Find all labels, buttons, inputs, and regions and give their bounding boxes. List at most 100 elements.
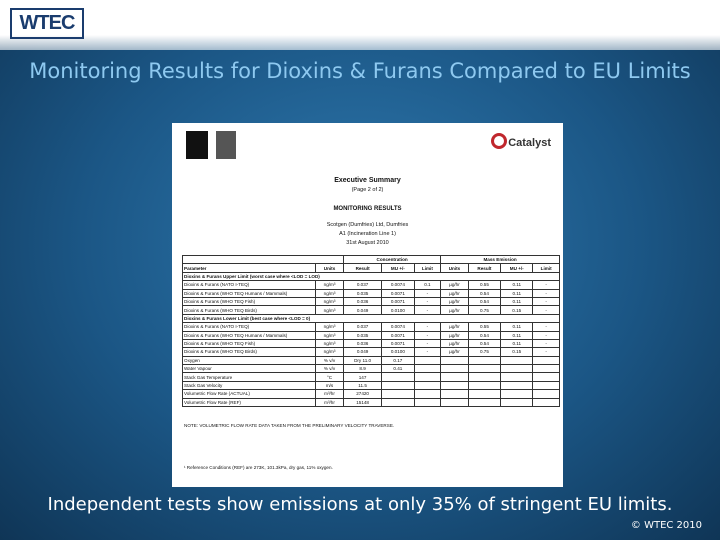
- cell: µg/hr: [440, 330, 469, 340]
- cell: 0.11: [500, 338, 534, 349]
- cell: ng/m³: [314, 296, 345, 307]
- cell: 0.11: [500, 296, 534, 307]
- page-number: (Page 2 of 2): [351, 187, 384, 193]
- empty-cell: [532, 389, 560, 399]
- cell: Dioxins & Furans (WHO TEQ Birds): [182, 347, 316, 357]
- table-row: Dioxins & Furans (WHO TEQ Birds) ng/m³ 0.0…: [182, 305, 560, 315]
- column-header: MU +/-: [381, 263, 415, 273]
- cell: -: [413, 330, 442, 340]
- caption: Independent tests show emissions at only…: [47, 494, 673, 515]
- cell: 0.75: [467, 347, 502, 357]
- cell: ng/m³: [314, 347, 345, 357]
- top-band: [0, 0, 720, 50]
- header-row: Parameter Units Result MU +/- Limit Units Resu…: [182, 263, 560, 273]
- empty-cell: [532, 355, 560, 366]
- cell: % v/v: [314, 364, 345, 374]
- note: ¹ Reference Conditions (REF) are 273K, 1…: [184, 465, 333, 470]
- column-header: Units: [440, 263, 469, 273]
- empty-cell: [467, 372, 502, 382]
- table-row: Dioxins & Furans (WHO TEQ Humans / Mamma…: [182, 330, 560, 340]
- cell: 0.0071: [381, 330, 415, 340]
- cell: 0.0074: [381, 280, 415, 290]
- site: Scotgen (Dumfries) Ltd, Dumfries: [326, 222, 409, 228]
- cell: Dioxins & Furans (NATO I-TEQ): [182, 322, 316, 332]
- cell: ng/m³: [314, 280, 345, 290]
- cell: µg/hr: [440, 288, 469, 298]
- empty-cell: [532, 364, 560, 374]
- cell: 0.035: [343, 330, 383, 340]
- column-header: Limit: [413, 263, 442, 273]
- cell: 0.54: [467, 330, 502, 340]
- cell: µg/hr: [440, 296, 469, 307]
- table-row: Volumetric Flow Rate (ACTUAL) m³/hr 27420: [182, 389, 560, 399]
- cell: -: [532, 296, 560, 307]
- cell: 0.0071: [381, 338, 415, 349]
- column-header: MU +/-: [500, 263, 534, 273]
- results-table: Concentration Mass Emission Parameter Units…: [181, 254, 560, 408]
- logo: WTEC: [10, 8, 84, 39]
- group-header: Concentration: [343, 254, 442, 265]
- cell: m/s: [314, 380, 345, 391]
- cell: 11.5: [343, 380, 383, 391]
- empty-cell: [467, 389, 502, 399]
- cell: 0.0071: [381, 288, 415, 298]
- cell: 0.54: [467, 338, 502, 349]
- cell: 0.54: [467, 288, 502, 298]
- column-header: Limit: [532, 263, 560, 273]
- table-row: Dioxins & Furans (NATO I-TEQ) ng/m³ 0.037 0…: [182, 322, 560, 332]
- empty-cell: [381, 389, 415, 399]
- table-row: Dioxins & Furans (WHO TEQ Fish) ng/m³ 0.03…: [182, 296, 560, 307]
- document-image: Catalyst Executive Summary (Page 2 of 2)…: [172, 123, 563, 487]
- empty-cell: [413, 355, 442, 366]
- empty-cell: [532, 380, 560, 391]
- blank: [181, 254, 345, 265]
- header-row: Concentration Mass Emission: [181, 254, 560, 265]
- empty-cell: [467, 364, 502, 374]
- table-row: Dioxins & Furans Lower Limit (best case …: [182, 313, 560, 324]
- cell: Water Vapour: [182, 364, 316, 374]
- cell: -: [413, 338, 442, 349]
- table-row: Dioxins & Furans (WHO TEQ Birds) ng/m³ 0.0…: [182, 347, 560, 357]
- empty-cell: [440, 397, 469, 408]
- cell: -: [413, 322, 442, 332]
- cell: 15148: [343, 397, 383, 408]
- cell: 0.55: [467, 322, 502, 332]
- cell: ng/m³: [314, 322, 345, 332]
- cell: -: [532, 322, 560, 332]
- cell: Dioxins & Furans (WHO TEQ Birds): [182, 305, 316, 315]
- column-header: Result: [343, 263, 383, 273]
- cell: 0.037: [343, 280, 383, 290]
- cell: ng/m³: [314, 330, 345, 340]
- slide-title: Monitoring Results for Dioxins & Furans …: [29, 59, 691, 83]
- cell: 0.11: [500, 280, 534, 290]
- cell: Volumetric Flow Rate (REF): [182, 397, 316, 408]
- cell: 0.036: [343, 338, 383, 349]
- table-row: Dioxins & Furans Upper Limit (worst case…: [182, 271, 560, 282]
- cell: Dioxins & Furans (WHO TEQ Fish): [182, 296, 316, 307]
- cell: 0.036: [343, 296, 383, 307]
- empty-cell: [381, 372, 415, 382]
- empty-cell: [467, 355, 502, 366]
- cell: 0.15: [500, 305, 534, 315]
- document-logo: Catalyst: [491, 133, 551, 149]
- empty-cell: [381, 380, 415, 391]
- cell: 0.0100: [381, 347, 415, 357]
- cell: 0.54: [467, 296, 502, 307]
- copyright: © WTEC 2010: [630, 520, 702, 531]
- cell: -: [532, 305, 560, 315]
- table-row: Stack Gas Temperature °C 147: [182, 372, 560, 382]
- cell: Dioxins & Furans (WHO TEQ Humans / Mamma…: [182, 330, 316, 340]
- cell: Stack Gas Temperature: [182, 372, 316, 382]
- table-row: Dioxins & Furans (WHO TEQ Humans / Mamma…: [182, 288, 560, 298]
- cell: µg/hr: [440, 347, 469, 357]
- column-header: Units: [314, 263, 345, 273]
- empty-cell: [500, 372, 534, 382]
- cell: µg/hr: [440, 322, 469, 332]
- cell: m³/hr: [314, 389, 345, 399]
- column-header: Result: [467, 263, 502, 273]
- table-row: Water Vapour% v/v 8.9 0.41: [182, 364, 560, 374]
- table-row: Oxygen% v/v Dry 11.0 0.17: [182, 355, 560, 366]
- crest-logo: [186, 131, 208, 159]
- cell: 0.15: [500, 347, 534, 357]
